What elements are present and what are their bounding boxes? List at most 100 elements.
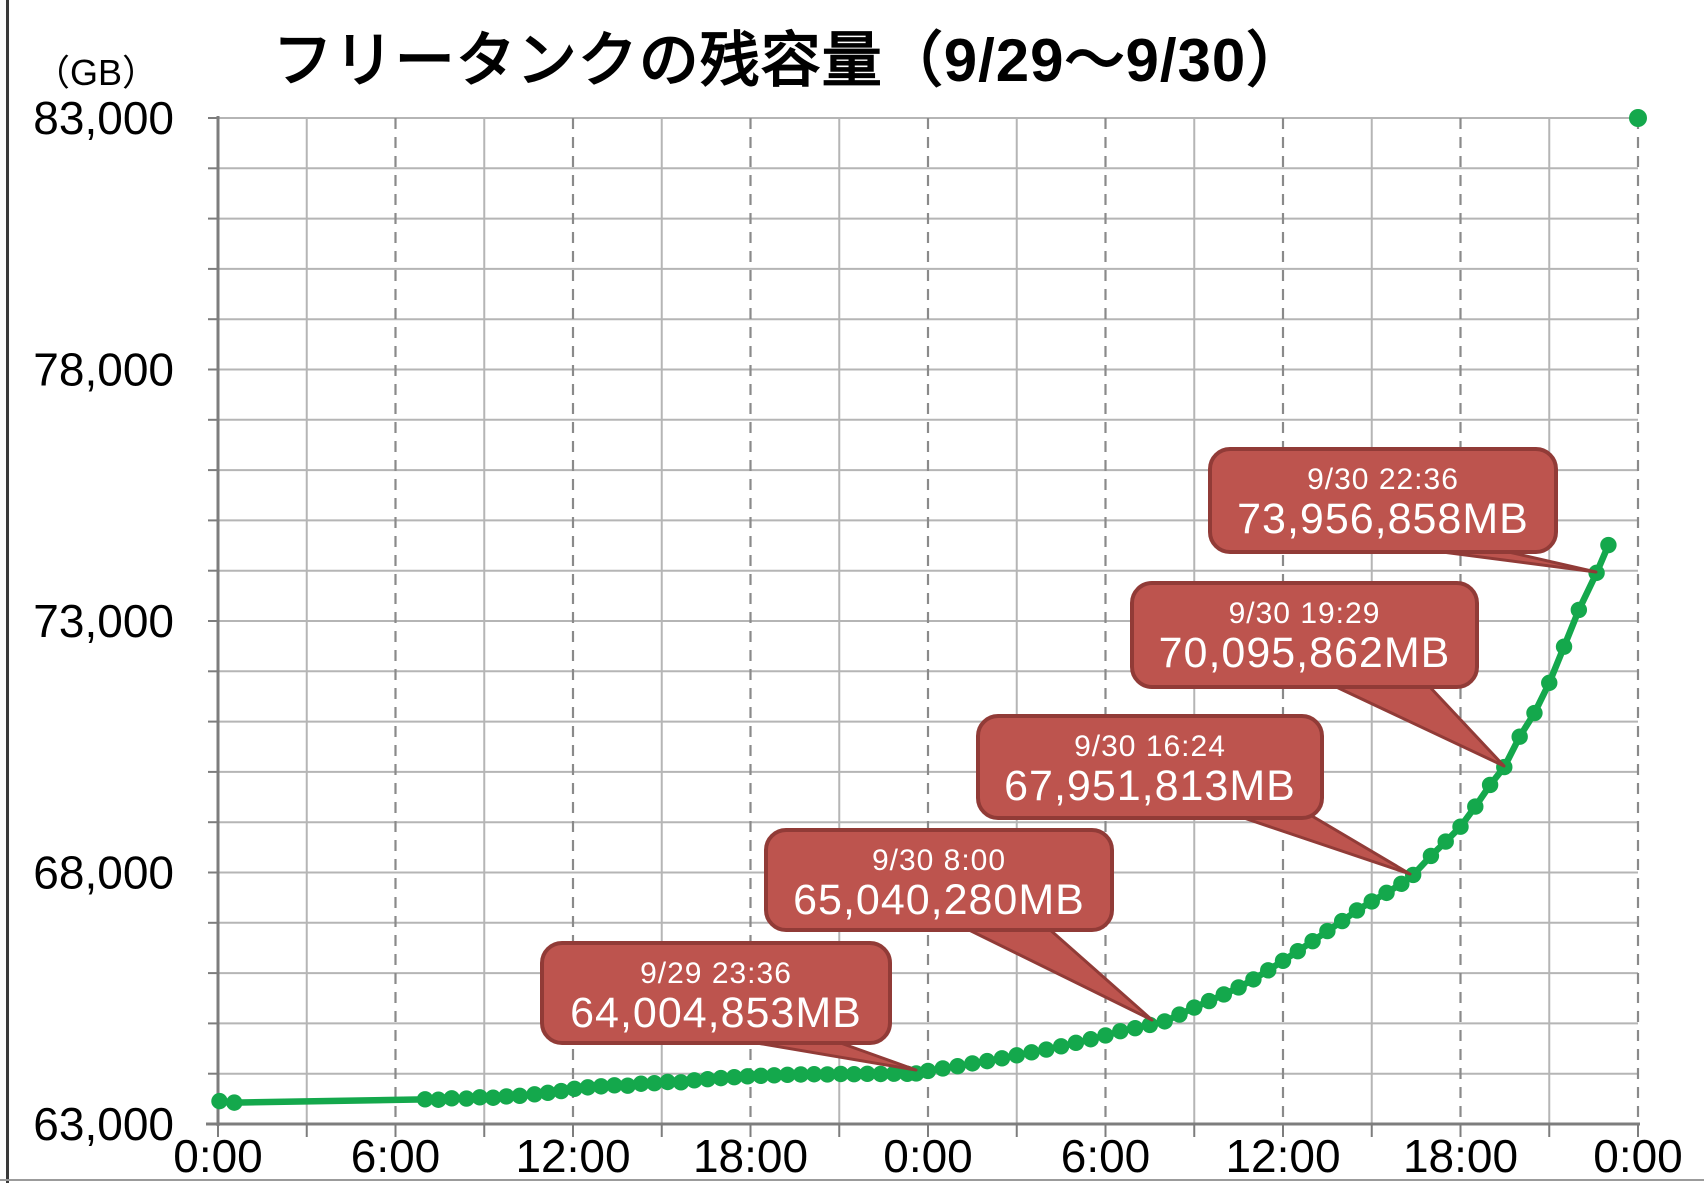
data-point	[1023, 1044, 1040, 1061]
data-point	[1097, 1027, 1114, 1044]
y-axis-tick-label: 83,000	[33, 92, 174, 144]
data-point	[511, 1087, 528, 1105]
y-axis-tick-label: 68,000	[33, 847, 174, 899]
data-point	[526, 1086, 543, 1103]
data-point	[765, 1067, 783, 1084]
data-point	[1200, 992, 1218, 1010]
data-point	[1526, 704, 1543, 722]
data-point	[1038, 1041, 1055, 1058]
annotation-callout-box	[1208, 447, 1558, 554]
data-point	[1052, 1038, 1070, 1055]
data-point	[1067, 1034, 1085, 1051]
chart-title: フリータンクの残容量（9/29～9/30）	[272, 27, 1308, 94]
axes	[206, 116, 1640, 1137]
annotation-time: 9/30 16:24	[1074, 730, 1226, 763]
data-point	[1289, 943, 1306, 960]
data-point	[805, 1066, 823, 1083]
data-points	[211, 109, 1647, 1111]
data-point	[949, 1057, 966, 1075]
x-axis-tick-label: 18:00	[1403, 1130, 1518, 1182]
annotation-value: 73,956,858MB	[1237, 495, 1529, 543]
data-point	[1452, 818, 1469, 835]
data-point	[1404, 866, 1422, 884]
x-axis-tick-label: 0:00	[883, 1130, 973, 1182]
data-point	[484, 1089, 502, 1106]
x-axis-labels: 0:00 6:00 12:00 18:00 0:00 6:00 12:00 18:00 0:00	[173, 1130, 1683, 1182]
annotation-value: 70,095,862MB	[1159, 629, 1451, 677]
data-point	[646, 1074, 663, 1092]
data-point	[993, 1050, 1011, 1067]
data-point	[739, 1068, 756, 1085]
data-point	[1600, 536, 1617, 554]
x-axis-tick-label: 18:00	[693, 1130, 808, 1182]
data-point	[659, 1073, 676, 1091]
data-point	[1570, 601, 1588, 619]
data-point	[792, 1066, 809, 1083]
page-bottom-border-line	[0, 1179, 1704, 1181]
data-point	[566, 1080, 583, 1097]
data-point	[779, 1066, 796, 1084]
data-point	[1126, 1019, 1144, 1037]
data-point	[699, 1071, 716, 1088]
data-point	[1215, 986, 1233, 1003]
y-axis-tick-label: 63,000	[33, 1098, 174, 1150]
annotation-callout-box	[764, 828, 1114, 932]
data-point	[859, 1065, 876, 1083]
x-axis-tick-label: 0:00	[1593, 1130, 1683, 1182]
data-point	[1422, 847, 1440, 865]
data-point	[672, 1074, 690, 1091]
data-point	[1304, 932, 1321, 950]
data-point	[1467, 798, 1484, 815]
data-point	[632, 1075, 650, 1092]
data-point	[1156, 1013, 1173, 1030]
data-point	[416, 1091, 434, 1108]
data-point	[430, 1091, 447, 1108]
data-point	[498, 1088, 515, 1105]
x-axis-tick-label: 12:00	[515, 1130, 630, 1182]
final-detached-data-point	[1629, 109, 1647, 127]
data-point	[964, 1055, 981, 1072]
annotation-value: 67,951,813MB	[1004, 762, 1296, 810]
y-axis-unit-label: （GB）	[34, 52, 159, 93]
data-point	[1274, 952, 1292, 969]
data-point	[686, 1072, 703, 1089]
data-point	[885, 1065, 903, 1082]
data-point	[919, 1062, 937, 1080]
data-point	[579, 1079, 596, 1096]
data-point	[1008, 1047, 1025, 1064]
annotation-time: 9/29 23:36	[640, 957, 792, 990]
y-axis-tick-label: 73,000	[33, 595, 174, 647]
data-point	[1245, 971, 1262, 988]
data-point	[712, 1069, 730, 1087]
data-point	[1082, 1031, 1099, 1048]
callout-tail	[743, 1039, 918, 1072]
annotation-callout-box	[976, 714, 1324, 820]
data-point	[1230, 979, 1247, 996]
data-point	[1171, 1006, 1188, 1023]
y-axis-tick-label: 78,000	[33, 344, 174, 396]
data-point	[1511, 728, 1528, 745]
data-point	[1481, 776, 1499, 794]
callout-tail	[1330, 683, 1506, 768]
data-point	[1555, 638, 1573, 655]
annotation-time: 9/30 22:36	[1307, 463, 1459, 496]
data-point	[832, 1065, 849, 1083]
data-point	[978, 1052, 996, 1070]
data-point	[552, 1082, 570, 1100]
data-point	[819, 1066, 836, 1083]
data-point	[211, 1092, 228, 1110]
data-point	[1319, 922, 1336, 940]
x-axis-tick-label: 6:00	[1061, 1130, 1151, 1182]
data-point	[1348, 902, 1366, 919]
data-point	[1333, 912, 1351, 930]
data-point	[1437, 833, 1454, 850]
y-axis-labels: 83,000 78,000 73,000 68,000 63,000	[33, 92, 174, 1150]
data-point	[1541, 674, 1558, 692]
data-point	[1378, 884, 1395, 902]
data-point	[934, 1060, 951, 1077]
data-point	[1112, 1022, 1129, 1040]
data-point	[845, 1066, 863, 1083]
